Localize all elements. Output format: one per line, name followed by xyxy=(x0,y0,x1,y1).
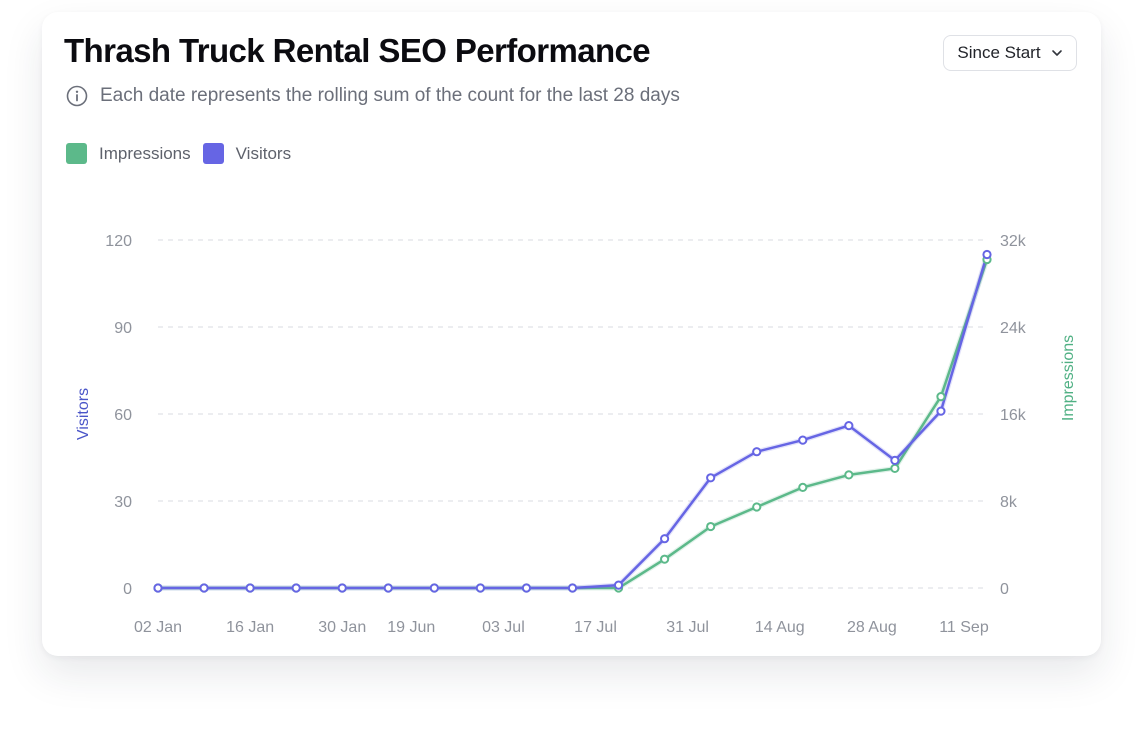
subtitle-text: Each date represents the rolling sum of … xyxy=(100,85,680,106)
data-point-visitors[interactable] xyxy=(383,583,393,593)
series-line-glow-impressions xyxy=(158,258,990,591)
x-tick-label: 30 Jan xyxy=(318,619,366,636)
legend-item-impressions[interactable]: Impressions xyxy=(66,143,191,164)
date-range-value: Since Start xyxy=(957,43,1041,62)
series-lines xyxy=(156,253,990,591)
date-range-select[interactable]: Since Start xyxy=(943,35,1077,71)
x-tick-label: 19 Jun xyxy=(387,619,435,636)
data-point-visitors[interactable] xyxy=(936,406,946,416)
data-point-visitors[interactable] xyxy=(199,583,209,593)
series-line-visitors xyxy=(156,253,989,590)
legend-label-visitors: Visitors xyxy=(235,143,292,163)
data-point-visitors[interactable] xyxy=(752,447,762,457)
x-tick-label: 28 Aug xyxy=(847,619,897,636)
x-tick-label: 31 Jul xyxy=(666,619,709,636)
legend-swatch-visitors xyxy=(202,143,224,164)
x-tick-label: 11 Sep xyxy=(939,619,989,636)
axis-ticks: 0 30 60 90 120 0 8k 16k 24k 32k 02 Jan 16 Jan 30 Jan… xyxy=(105,233,1027,636)
data-point-visitors[interactable] xyxy=(245,583,255,593)
y-right-tick-label: 0 xyxy=(1000,581,1009,598)
data-point-visitors[interactable] xyxy=(291,583,301,593)
series-line-glow-visitors xyxy=(158,253,990,591)
legend-label-impressions: Impressions xyxy=(99,143,191,163)
page-title: Thrash Truck Rental SEO Performance xyxy=(64,32,651,69)
x-tick-label: 14 Aug xyxy=(755,619,805,636)
info-circle-icon xyxy=(66,85,88,107)
data-point-visitors[interactable] xyxy=(429,583,439,593)
data-point-impressions[interactable] xyxy=(798,482,808,493)
y-left-tick-label: 30 xyxy=(114,494,132,511)
data-point-impressions[interactable] xyxy=(936,392,946,402)
chart-legend: Impressions Visitors xyxy=(66,143,291,164)
y-left-tick-label: 90 xyxy=(114,320,132,337)
data-point-visitors[interactable] xyxy=(337,583,347,593)
x-tick-label: 03 Jul xyxy=(482,619,525,636)
x-tick-label: 17 Jul xyxy=(574,619,617,636)
data-point-impressions[interactable] xyxy=(660,554,670,564)
y-axis-title-impressions: Impressions xyxy=(1060,335,1077,421)
legend-item-visitors[interactable]: Visitors xyxy=(202,143,292,164)
chart-card: Thrash Truck Rental SEO Performance Each… xyxy=(42,12,1101,656)
y-left-tick-label: 120 xyxy=(105,233,132,250)
y-left-tick-label: 60 xyxy=(114,407,132,424)
data-point-impressions[interactable] xyxy=(890,463,900,473)
data-point-visitors[interactable] xyxy=(706,473,716,483)
y-right-tick-label: 24k xyxy=(1000,320,1027,337)
x-tick-label: 16 Jan xyxy=(226,619,274,636)
data-point-impressions[interactable] xyxy=(844,470,854,480)
data-point-impressions[interactable] xyxy=(752,502,762,512)
data-point-visitors[interactable] xyxy=(798,435,808,445)
y-axis-title-visitors: Visitors xyxy=(75,388,92,440)
data-point-visitors[interactable] xyxy=(475,583,485,593)
data-point-visitors[interactable] xyxy=(660,534,670,544)
data-point-visitors[interactable] xyxy=(567,583,578,593)
data-point-visitors[interactable] xyxy=(844,421,854,431)
data-point-visitors[interactable] xyxy=(890,455,900,465)
series-line-impressions xyxy=(156,258,989,590)
chart-subtitle: Each date represents the rolling sum of … xyxy=(66,85,680,107)
y-right-tick-label: 16k xyxy=(1000,407,1027,424)
data-point-visitors[interactable] xyxy=(982,249,992,260)
line-chart: 0 30 60 90 120 0 8k 16k 24k 32k 02 Jan 16 Jan 30 Jan… xyxy=(75,233,1077,636)
chevron-down-icon xyxy=(1051,50,1062,56)
data-point-impressions[interactable] xyxy=(706,521,716,532)
x-tick-label: 02 Jan xyxy=(134,619,182,636)
data-point-visitors[interactable] xyxy=(153,583,163,593)
data-point-visitors[interactable] xyxy=(521,583,532,593)
y-right-tick-label: 32k xyxy=(1000,233,1027,250)
series-points xyxy=(153,249,992,593)
data-point-visitors[interactable] xyxy=(613,580,624,590)
legend-swatch-impressions xyxy=(66,143,87,164)
y-right-tick-label: 8k xyxy=(1000,494,1018,511)
grid-lines xyxy=(158,239,987,589)
y-left-tick-label: 0 xyxy=(123,581,132,598)
